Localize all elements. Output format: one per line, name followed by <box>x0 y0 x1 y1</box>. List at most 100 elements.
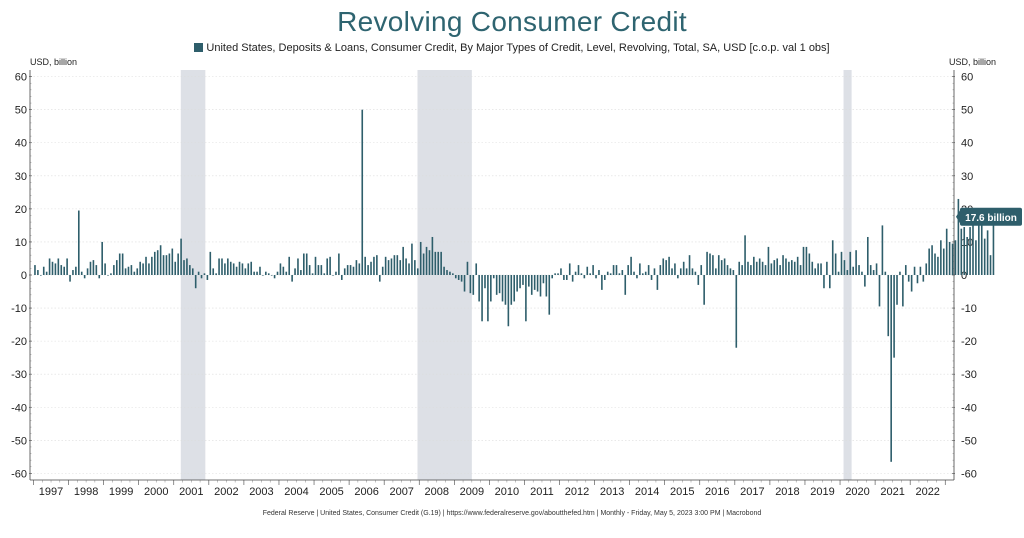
y-tick-label-left: -20 <box>11 336 27 348</box>
last-value-label: 17.6 billion <box>965 213 1017 224</box>
bar <box>700 265 703 275</box>
bar <box>896 275 898 305</box>
bar <box>338 253 340 275</box>
bar <box>346 265 349 275</box>
bar <box>884 271 887 275</box>
legend: United States, Deposits & Loans, Consume… <box>0 42 1024 54</box>
bar <box>232 263 235 275</box>
y-tick-label-left: 60 <box>15 72 27 84</box>
bar <box>919 266 922 275</box>
bar <box>501 275 504 302</box>
bar <box>457 275 460 280</box>
bar <box>364 256 366 275</box>
bar <box>536 275 539 292</box>
bar <box>735 275 738 348</box>
bar <box>910 275 913 292</box>
bar <box>454 275 457 279</box>
last-value-pointer <box>956 208 961 225</box>
bar <box>568 263 571 275</box>
bar <box>530 275 533 295</box>
bar <box>551 275 554 279</box>
y-tick-label-right: 0 <box>961 270 967 282</box>
bar <box>343 268 346 275</box>
y-tick-label-left: 10 <box>15 237 27 249</box>
x-tick-label: 2016 <box>705 486 729 498</box>
bar <box>957 198 960 275</box>
bar <box>335 271 337 275</box>
bar <box>904 265 907 275</box>
bar <box>107 275 109 276</box>
bar <box>881 225 884 275</box>
bar <box>788 261 790 275</box>
bar <box>504 275 507 305</box>
y-tick-label-right: 30 <box>961 171 973 183</box>
bar <box>279 263 282 275</box>
bar <box>113 265 115 275</box>
bar <box>384 256 387 275</box>
bar <box>975 240 977 275</box>
y-tick-label-left: 50 <box>15 105 27 117</box>
bar <box>831 240 834 275</box>
bar <box>715 268 717 275</box>
bar <box>446 270 448 275</box>
bar <box>668 256 670 275</box>
bar <box>390 258 393 275</box>
bar <box>259 266 261 275</box>
bar <box>294 268 296 275</box>
bar <box>340 275 343 280</box>
bar <box>753 256 755 275</box>
bar <box>893 275 895 358</box>
x-tick-label: 2013 <box>600 486 624 498</box>
bar <box>452 273 454 275</box>
y-tick-label-left: -60 <box>11 468 27 480</box>
bar <box>162 255 165 275</box>
bar <box>66 258 68 275</box>
bar <box>180 238 182 275</box>
bar <box>945 228 948 275</box>
bar <box>57 258 60 275</box>
bar <box>940 240 942 275</box>
bar <box>665 260 667 275</box>
bar <box>285 271 288 275</box>
bar <box>817 263 819 275</box>
bar <box>422 253 425 275</box>
bar <box>963 227 966 275</box>
bar <box>925 263 928 275</box>
bar <box>229 261 232 275</box>
bar <box>624 275 627 295</box>
x-tick-label: 2000 <box>144 486 168 498</box>
bar <box>989 255 992 275</box>
bar <box>574 271 577 275</box>
y-axis-unit-left: USD, billion <box>30 57 77 67</box>
x-tick-label: 2017 <box>740 486 764 498</box>
x-tick-label: 2015 <box>670 486 694 498</box>
y-tick-label-left: -40 <box>11 402 27 414</box>
bar <box>685 268 688 275</box>
bar <box>615 265 618 275</box>
bar <box>136 268 139 275</box>
bar <box>878 275 881 307</box>
bar <box>522 275 524 285</box>
bar <box>110 273 112 275</box>
bar <box>373 256 375 275</box>
bar <box>396 255 399 275</box>
x-tick-label: 2021 <box>880 486 904 498</box>
bar <box>104 263 106 275</box>
bar <box>42 266 45 275</box>
bar <box>34 265 36 275</box>
bar <box>475 263 478 275</box>
x-tick-label: 2006 <box>354 486 378 498</box>
y-axis-unit-right: USD, billion <box>949 57 996 67</box>
bar <box>776 258 779 275</box>
bar <box>641 273 644 275</box>
y-tick-label-left: 20 <box>15 204 27 216</box>
y-tick-label-right: 40 <box>961 138 973 150</box>
bar <box>820 263 822 275</box>
bar <box>808 253 811 275</box>
bar <box>902 275 904 307</box>
bar <box>186 258 188 275</box>
bar <box>48 258 51 275</box>
bar <box>782 255 784 275</box>
bar <box>723 258 726 275</box>
bar <box>440 251 442 275</box>
